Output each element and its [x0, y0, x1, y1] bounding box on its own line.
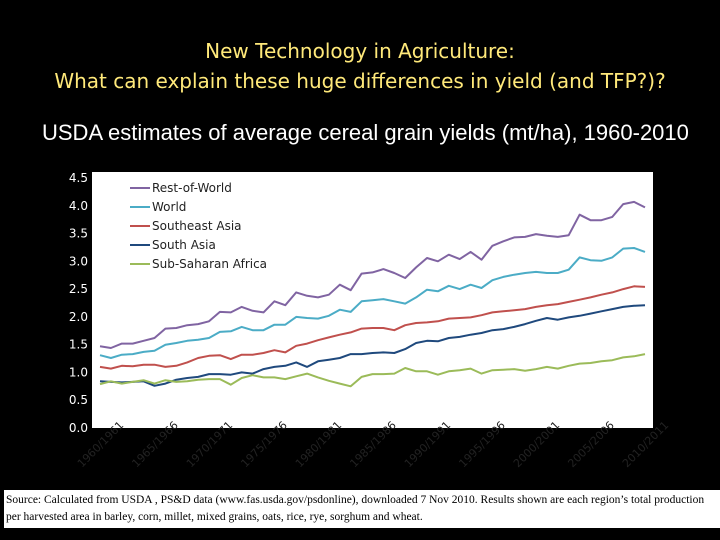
legend-label: World [152, 200, 186, 214]
legend-label: South Asia [152, 238, 216, 252]
y-tick-label: 0.0 [69, 421, 88, 435]
y-tick-label: 1.5 [69, 338, 88, 352]
y-tick-label: 2.0 [69, 310, 88, 324]
slide-subtitle: USDA estimates of average cereal grain y… [42, 120, 689, 145]
chart-area: 0.0 0.5 1.0 1.5 2.0 2.5 3.0 3.5 4.0 4.5 1960/1961 1… [0, 160, 720, 490]
series-line-southeast-asia [99, 285, 646, 370]
series-line-south-asia [99, 304, 646, 387]
y-tick-label: 2.5 [69, 282, 88, 296]
y-tick-label: 3.5 [69, 227, 88, 241]
source-note: Source: Calculated from USDA , PS&D data… [4, 490, 720, 528]
series-line-rest-of-world [99, 200, 646, 349]
legend-label: Southeast Asia [152, 219, 242, 233]
slide-title-line-2: What can explain these huge differences … [54, 69, 666, 93]
y-tick-label: 4.5 [69, 171, 88, 185]
series-line-sub-saharan-africa [99, 353, 646, 388]
slide-title-line-1: New Technology in Agriculture: [205, 39, 515, 63]
series-line-world [99, 247, 646, 359]
y-tick-label: 0.5 [69, 393, 88, 407]
y-tick-label: 4.0 [69, 199, 88, 213]
y-tick-label: 1.0 [69, 365, 88, 379]
legend-label: Sub-Saharan Africa [152, 257, 267, 271]
legend-label: Rest-of-World [152, 181, 232, 195]
y-tick-label: 3.0 [69, 254, 88, 268]
